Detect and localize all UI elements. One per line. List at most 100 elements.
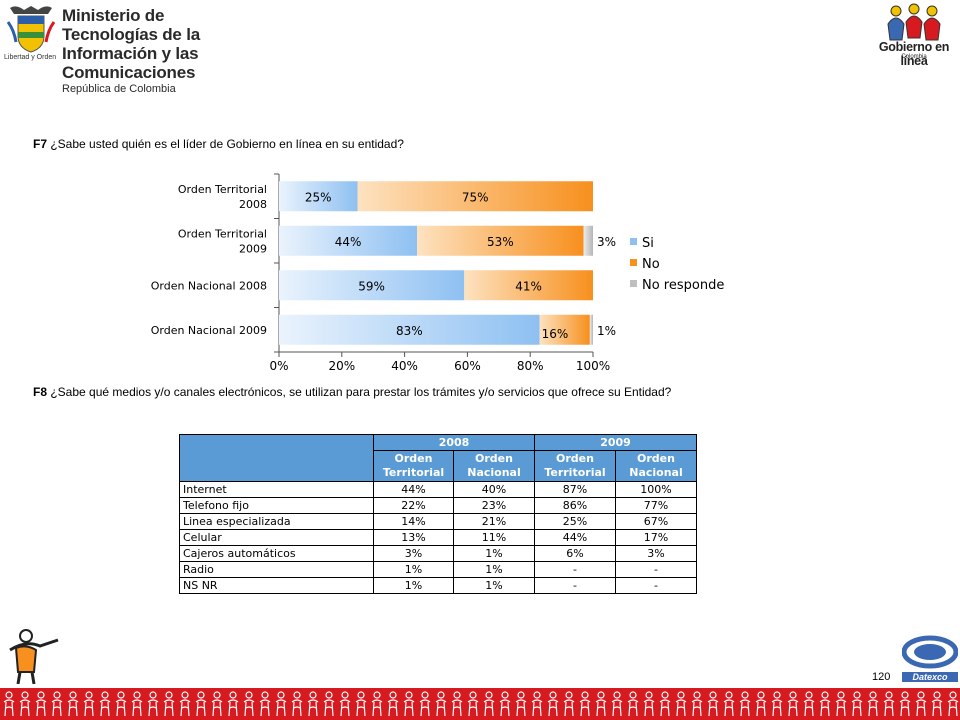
table-row: Radio 1% 1% - - bbox=[179, 561, 697, 578]
footer-figure-icon bbox=[179, 691, 191, 717]
cell-value: 17% bbox=[615, 529, 697, 546]
bar-si bbox=[279, 270, 465, 301]
category-label: Orden Nacional 2008 bbox=[151, 279, 267, 292]
x-tick-label: 80% bbox=[517, 359, 544, 373]
footer-figure-icon bbox=[643, 691, 655, 717]
question-text: ¿Sabe usted quién es el líder de Gobiern… bbox=[47, 137, 404, 151]
cell-value: 23% bbox=[453, 497, 535, 514]
legend-swatch bbox=[630, 238, 637, 245]
bar-no-responde bbox=[583, 225, 593, 256]
footer-figure-icon bbox=[387, 691, 399, 717]
legend-label: Si bbox=[642, 236, 654, 251]
footer-figure-icon bbox=[339, 691, 351, 717]
page-number: 120 bbox=[872, 671, 891, 683]
cell-value: 1% bbox=[453, 577, 535, 594]
row-label: Celular bbox=[179, 529, 374, 546]
footer-figure-icon bbox=[547, 691, 559, 717]
cell-value: 11% bbox=[453, 529, 535, 546]
chart-canvas: 0% 20% 40% 60% 80% 100% 25% 75% Orden Territoria… bbox=[151, 173, 724, 373]
cell-value: 14% bbox=[373, 513, 454, 530]
footer-figure-icon bbox=[195, 691, 207, 717]
footer-figures-pattern bbox=[3, 691, 959, 717]
cell-value: 86% bbox=[534, 497, 616, 514]
cell-value: 22% bbox=[373, 497, 454, 514]
row-label: Telefono fijo bbox=[179, 497, 374, 514]
datexco-name: Datexco bbox=[902, 672, 958, 682]
footer-figure-icon bbox=[515, 691, 527, 717]
footer-figure-icon bbox=[35, 691, 47, 717]
bar-no bbox=[464, 270, 593, 301]
footer-figure-icon bbox=[947, 691, 959, 717]
footer-figure-icon bbox=[227, 691, 239, 717]
footer-figure-icon bbox=[51, 691, 63, 717]
channels-table: 2008 2009 Orden Territorial Orden Nacional… bbox=[179, 434, 697, 594]
data-label: 59% bbox=[358, 279, 385, 293]
bar-si bbox=[279, 181, 358, 212]
question-f7: F7 ¿Sabe usted quién es el líder de Gobi… bbox=[33, 137, 404, 151]
cell-value: - bbox=[615, 577, 697, 594]
table-row: Telefono fijo 22% 23% 86% 77% bbox=[179, 497, 697, 514]
footer-figure-icon bbox=[723, 691, 735, 717]
data-label: 83% bbox=[396, 324, 423, 338]
category-label: Orden Territorial bbox=[178, 183, 267, 196]
ministry-country: República de Colombia bbox=[62, 83, 176, 95]
cell-value: 1% bbox=[453, 545, 535, 562]
data-label: 41% bbox=[515, 279, 542, 293]
stacked-bar-chart: 0% 20% 40% 60% 80% 100% 25% 75% Orden Territoria… bbox=[140, 168, 740, 378]
footer-figure-icon bbox=[243, 691, 255, 717]
cell-value: 1% bbox=[373, 577, 454, 594]
footer-figure-icon bbox=[771, 691, 783, 717]
ministry-name-line2: Información y las Comunicaciones bbox=[62, 44, 199, 82]
footer-figure-icon bbox=[451, 691, 463, 717]
question-f8: F8 ¿Sabe qué medios y/o canales electrón… bbox=[33, 385, 671, 399]
shield-caption: Libertad y Orden bbox=[4, 54, 57, 61]
footer-figure-icon bbox=[131, 691, 143, 717]
footer-figure-icon bbox=[579, 691, 591, 717]
gel-title: Gobierno en línea bbox=[878, 40, 950, 68]
bar-no bbox=[417, 225, 584, 256]
footer-figure-icon bbox=[291, 691, 303, 717]
legend-swatch bbox=[630, 280, 637, 287]
footer-figure-icon bbox=[147, 691, 159, 717]
cell-value: 25% bbox=[534, 513, 616, 530]
sub-header: Orden Territorial bbox=[534, 450, 616, 482]
data-label: 25% bbox=[305, 190, 332, 204]
footer-figure-icon bbox=[483, 691, 495, 717]
cell-value: 100% bbox=[615, 481, 697, 498]
footer-figure-icon bbox=[739, 691, 751, 717]
footer-figure-icon bbox=[3, 691, 15, 717]
bar-no bbox=[539, 314, 590, 345]
footer-figure-icon bbox=[163, 691, 175, 717]
footer-figure-icon bbox=[595, 691, 607, 717]
footer-figure-icon bbox=[563, 691, 575, 717]
category-label: Orden Territorial bbox=[178, 227, 267, 240]
legend-swatch bbox=[630, 259, 637, 266]
footer-figure-icon bbox=[675, 691, 687, 717]
question-code: F8 bbox=[33, 385, 48, 399]
footer-figure-icon bbox=[787, 691, 799, 717]
mascot-figure-icon bbox=[9, 629, 59, 684]
bar-si bbox=[279, 225, 418, 256]
cell-value: 1% bbox=[453, 561, 535, 578]
row-label: NS NR bbox=[179, 577, 374, 594]
year-header-2009: 2009 bbox=[534, 434, 697, 451]
footer-figure-icon bbox=[819, 691, 831, 717]
data-label: 53% bbox=[487, 235, 514, 249]
footer-figure-icon bbox=[419, 691, 431, 717]
x-tick-label: 60% bbox=[454, 359, 481, 373]
bar-no bbox=[357, 181, 593, 212]
row-label: Radio bbox=[179, 561, 374, 578]
footer-figure-icon bbox=[371, 691, 383, 717]
footer-figure-icon bbox=[467, 691, 479, 717]
gobierno-en-linea-logo: Gobierno en línea Colombia bbox=[872, 2, 956, 68]
question-text: ¿Sabe qué medios y/o canales electrónico… bbox=[47, 385, 672, 399]
cell-value: 77% bbox=[615, 497, 697, 514]
people-icon bbox=[887, 3, 941, 41]
footer-figure-icon bbox=[531, 691, 543, 717]
legend-label: No bbox=[642, 257, 660, 272]
cell-value: - bbox=[615, 561, 697, 578]
footer-figure-icon bbox=[755, 691, 767, 717]
footer-figure-icon bbox=[611, 691, 623, 717]
table-row: Linea especializada 14% 21% 25% 67% bbox=[179, 513, 697, 530]
footer-figure-icon bbox=[499, 691, 511, 717]
